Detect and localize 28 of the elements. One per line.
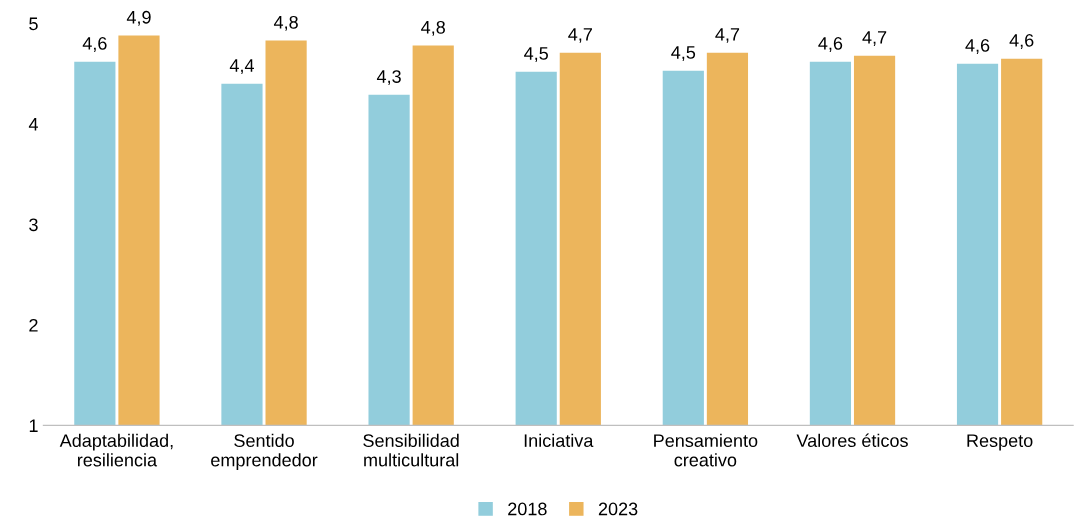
x-tick-label: Iniciativa xyxy=(524,433,594,448)
y-tick-label: 1 xyxy=(29,419,38,432)
data-label: 4,6 xyxy=(818,36,843,52)
data-label: 4,3 xyxy=(376,70,401,86)
x-tick-label: Sensibilidad multicultural xyxy=(363,433,459,467)
data-label: 4,5 xyxy=(671,46,696,61)
data-label: 4,7 xyxy=(715,28,740,43)
x-tick-label: Valores éticos xyxy=(796,433,908,448)
y-tick-label: 3 xyxy=(29,218,38,232)
x-tick-label: Respeto xyxy=(967,434,1033,451)
y-tick-label: 2 xyxy=(29,318,38,332)
y-tick-label: 5 xyxy=(29,17,38,31)
data-label: 4,6 xyxy=(1009,33,1034,49)
x-tick-label: Adaptabilidad, resiliencia xyxy=(59,433,173,467)
data-label: 4,8 xyxy=(273,15,298,31)
legend-label: 2023 xyxy=(598,502,638,516)
y-tick-label: 4 xyxy=(28,118,38,131)
x-tick-label: Pensamiento creativo xyxy=(654,433,758,467)
legend-label: 2018 xyxy=(508,502,547,516)
data-label: 4,7 xyxy=(568,28,592,43)
data-label: 4,6 xyxy=(965,39,990,54)
x-tick-label: Sentido emprendedor xyxy=(211,433,318,471)
data-label: 4,8 xyxy=(421,20,445,36)
data-label: 4,6 xyxy=(82,36,107,52)
data-label: 4,5 xyxy=(524,47,548,62)
data-label: 4,9 xyxy=(126,10,151,26)
data-label: 4,7 xyxy=(862,31,887,46)
data-label: 4,4 xyxy=(229,59,254,75)
